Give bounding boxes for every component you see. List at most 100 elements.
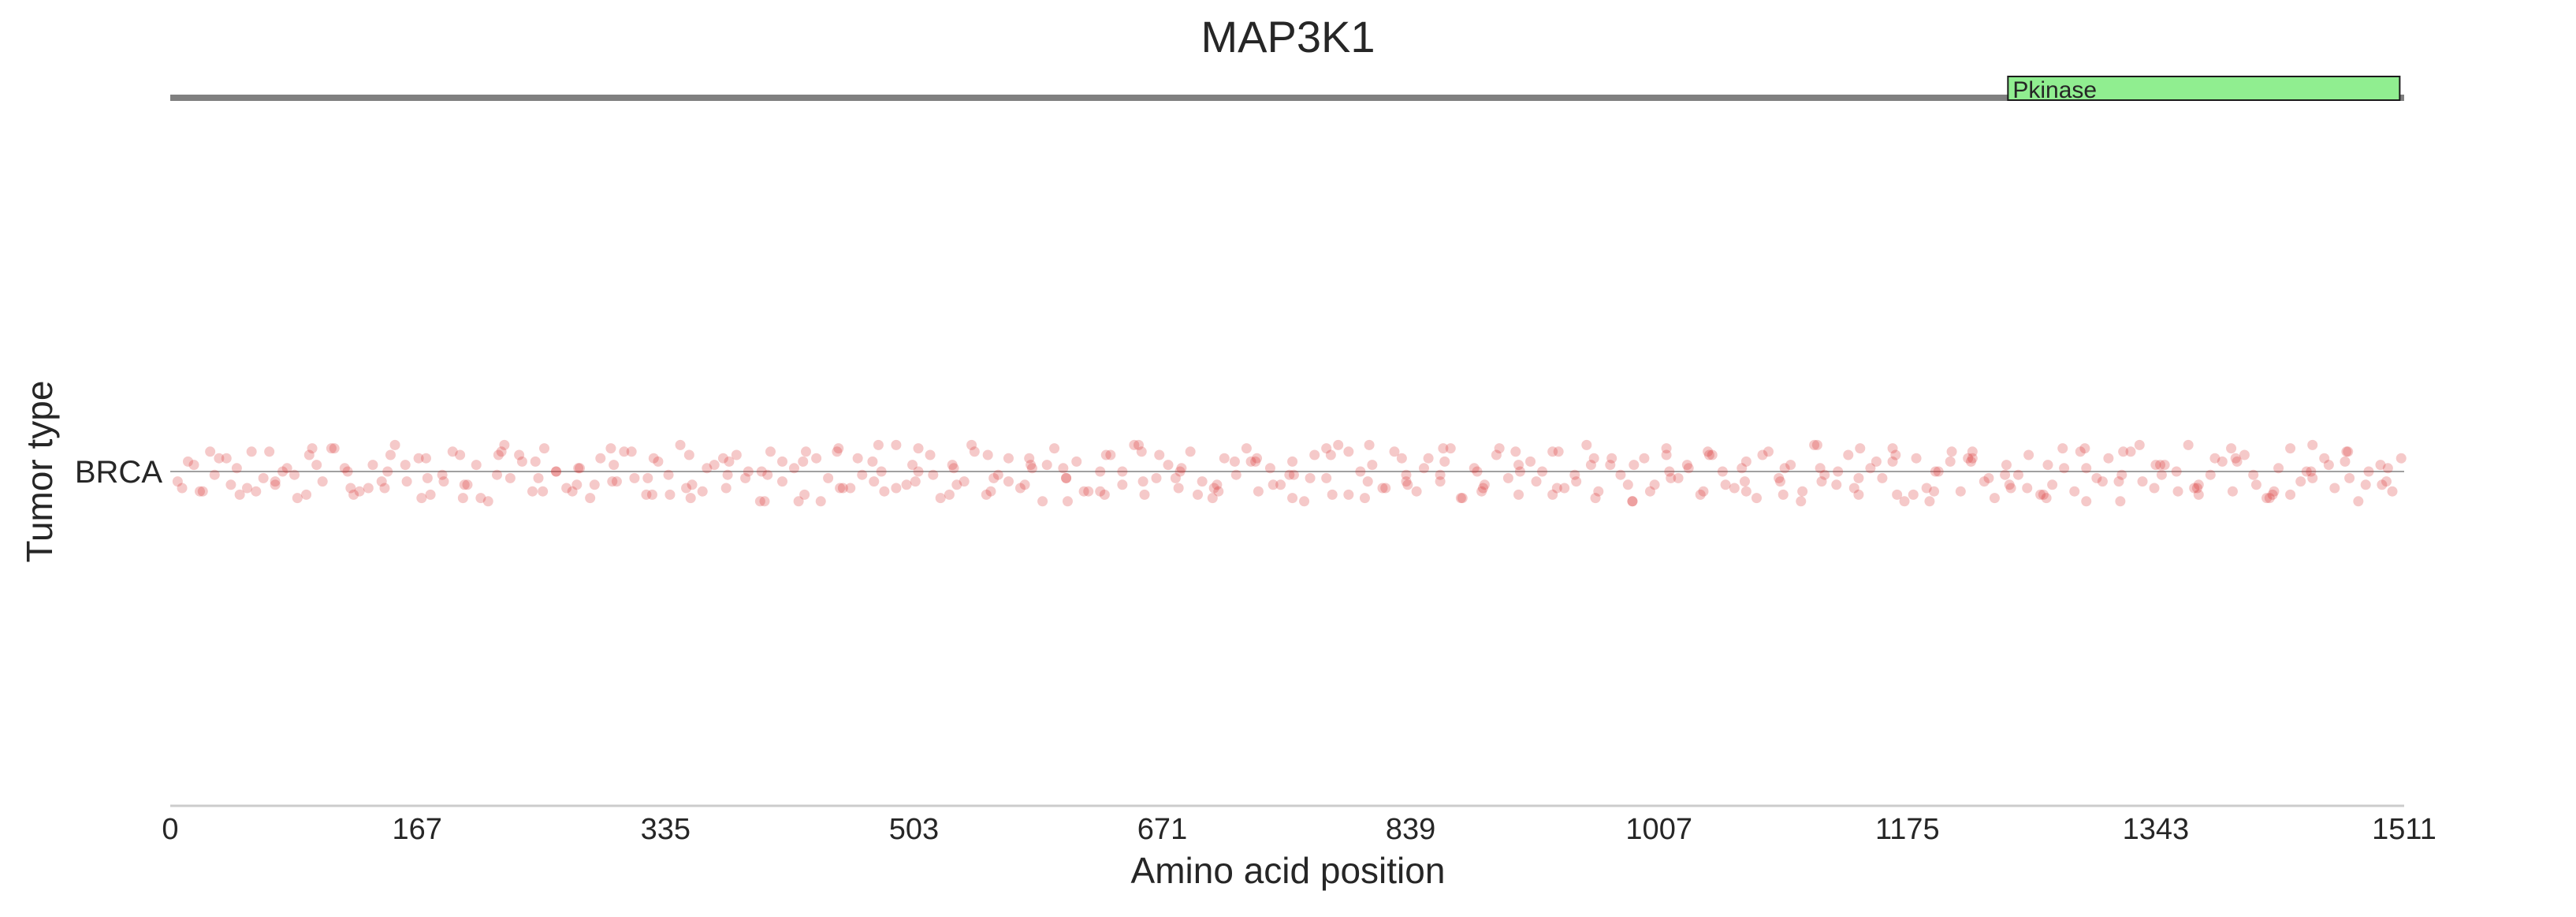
mutation-point (1229, 456, 1240, 467)
mutation-point (1661, 443, 1672, 454)
mutation-point (1245, 456, 1256, 467)
mutation-point (589, 479, 600, 490)
mutation-point (1071, 456, 1082, 467)
mutation-point (251, 486, 262, 497)
mutation-point (1502, 472, 1513, 483)
mutation-point (2340, 456, 2351, 467)
mutation-point (1547, 489, 1558, 500)
mutation-point (1664, 466, 1675, 477)
mutation-point (1377, 483, 1388, 494)
mutation-point (2004, 479, 2015, 490)
mutation-point (1396, 453, 1407, 464)
mutation-point (1703, 446, 1714, 457)
mutation-point (2323, 460, 2334, 471)
mutation-point (867, 456, 878, 467)
mutation-point (1117, 466, 1128, 477)
mutation-point (1401, 469, 1412, 480)
mutation-point (1062, 496, 1073, 507)
mutation-point (1207, 493, 1218, 504)
mutation-point (641, 489, 652, 500)
mutation-point (561, 483, 572, 494)
mutation-point (2264, 493, 2275, 504)
mutation-point (1213, 486, 1224, 497)
mutation-point (573, 463, 584, 474)
mutation-point (1083, 486, 1094, 497)
mutation-point (413, 453, 424, 464)
mutation-point (910, 476, 921, 487)
mutation-point (948, 463, 959, 474)
mutation-point (1117, 479, 1128, 490)
mutation-point (1717, 466, 1728, 477)
mutation-point (646, 489, 657, 500)
mutation-point (648, 453, 659, 464)
mutation-point (823, 472, 834, 483)
mutation-point (438, 476, 449, 487)
mutation-point (2267, 489, 2278, 500)
mutation-point (1853, 489, 1864, 500)
mutation-point (1095, 466, 1106, 477)
mutation-point (1325, 449, 1336, 460)
mutation-point (258, 472, 269, 483)
mutation-point (1513, 489, 1524, 500)
category-label: BRCA (75, 455, 162, 490)
mutation-point (1853, 472, 1864, 483)
mutation-point (475, 493, 486, 504)
mutation-point (1955, 486, 1966, 497)
mutation-point (1321, 443, 1332, 454)
mutation-point (270, 476, 281, 487)
mutation-point (1649, 479, 1660, 490)
mutation-point (664, 489, 676, 500)
mutation-point (177, 483, 188, 494)
mutation-point (376, 476, 387, 487)
mutation-point (303, 449, 315, 460)
mutation-point (1212, 479, 1223, 490)
mutation-point (1359, 493, 1370, 504)
mutation-point (1019, 479, 1030, 490)
mutation-point (289, 469, 300, 480)
mutation-point (928, 469, 939, 480)
mutation-point (345, 483, 356, 494)
mutation-point (1703, 449, 1714, 460)
mutation-point (1287, 456, 1298, 467)
protein-track: Pkinase (170, 76, 2404, 103)
mutation-point (1061, 472, 1072, 483)
mutation-point (1208, 483, 1219, 494)
mutation-point (776, 476, 787, 487)
mutation-point (642, 472, 653, 483)
mutation-point (845, 483, 856, 494)
mutation-point (1740, 456, 1751, 467)
mutation-point (1683, 463, 1694, 474)
mutation-point (2285, 443, 2296, 454)
mutation-point (2375, 460, 2386, 471)
mutation-point (1605, 460, 1616, 471)
mutation-point (1816, 476, 1827, 487)
mutation-point (2172, 486, 2183, 497)
mutation-point (653, 456, 664, 467)
mutation-point (2329, 483, 2340, 494)
mutation-point (609, 460, 620, 471)
mutation-point (1476, 486, 1487, 497)
mutation-point (2079, 443, 2090, 454)
domain-layer: Pkinase (2007, 76, 2401, 103)
mutation-point (1253, 486, 1264, 497)
x-tick-label: 1007 (1625, 813, 1692, 846)
mutation-point (1661, 449, 1672, 460)
mutation-point (1757, 449, 1768, 460)
mutation-point (2261, 493, 2273, 504)
mutation-point (538, 486, 549, 497)
mutation-point (1058, 463, 1069, 474)
mutation-point (354, 486, 365, 497)
mutation-point (913, 466, 924, 477)
mutation-point (1362, 476, 1373, 487)
mutation-point (595, 453, 606, 464)
mutation-point (1551, 483, 1562, 494)
mutation-point (873, 439, 884, 450)
mutation-point (1061, 472, 1072, 483)
mutation-point (685, 493, 696, 504)
mutation-point (1284, 469, 1295, 480)
mutation-point (675, 439, 686, 450)
mutation-point (2377, 479, 2388, 490)
mutation-point (2285, 489, 2296, 500)
mutation-point (1588, 453, 1599, 464)
mutation-point (1639, 453, 1650, 464)
